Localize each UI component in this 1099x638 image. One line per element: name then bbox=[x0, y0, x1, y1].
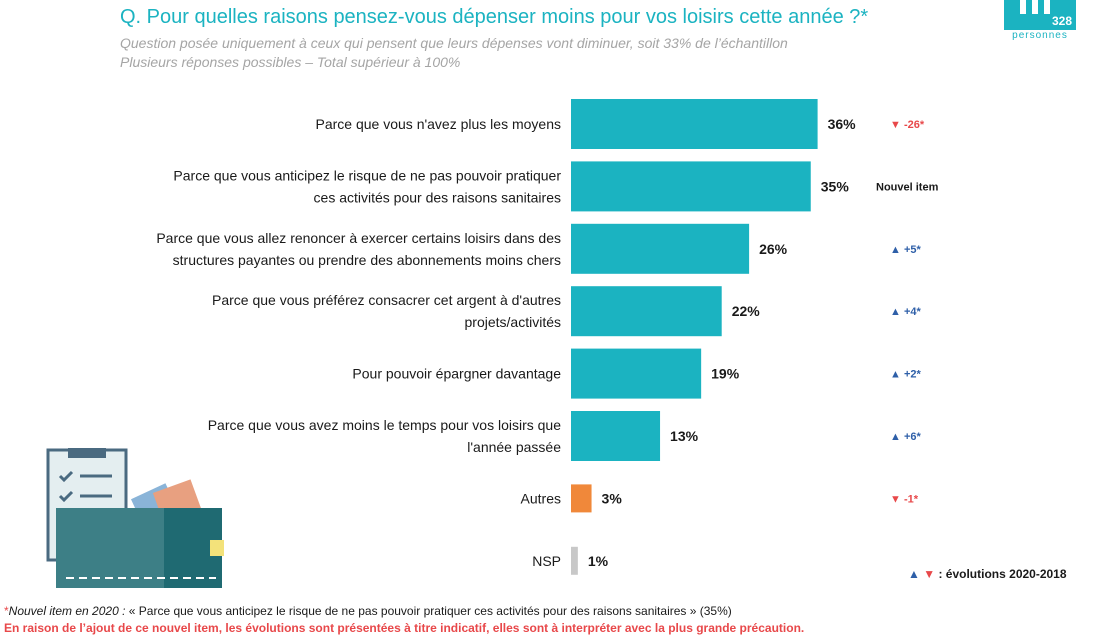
evolution-label: ▲ +4* bbox=[890, 306, 921, 318]
footnote-italic: Nouvel item en 2020 : bbox=[8, 604, 126, 618]
wallet-checklist-illustration bbox=[46, 448, 224, 588]
evolution-label: ▲ +5* bbox=[890, 244, 921, 256]
subtitle-line-1: Question posée uniquement à ceux qui pen… bbox=[120, 35, 788, 51]
footnote-warning: En raison de l’ajout de ce nouvel item, … bbox=[4, 621, 805, 635]
evolution-label: ▲ +6* bbox=[890, 431, 921, 443]
value-label: 13% bbox=[670, 428, 699, 444]
evolution-label: Nouvel item bbox=[876, 181, 939, 193]
badge-label: personnes bbox=[1012, 30, 1068, 41]
value-label: 19% bbox=[711, 366, 740, 382]
value-label: 22% bbox=[732, 303, 761, 319]
category-label: Parce que vous avez moins le temps pour … bbox=[208, 417, 561, 455]
category-label: Autres bbox=[521, 490, 561, 506]
evolution-label: ▼ -1* bbox=[890, 493, 919, 505]
person-icon bbox=[1032, 0, 1038, 14]
chart-subtitle: Question posée uniquement à ceux qui pen… bbox=[120, 34, 788, 72]
evolution-legend: ▲ ▼ : évolutions 2020-2018 bbox=[908, 567, 1067, 581]
category-label: Parce que vous préférez consacrer cet ar… bbox=[212, 292, 561, 330]
badge-count: 328 bbox=[1051, 14, 1072, 28]
bar bbox=[571, 546, 578, 575]
legend-text: : évolutions 2020-2018 bbox=[938, 567, 1067, 581]
value-label: 35% bbox=[821, 178, 850, 194]
evolution-label: ▼ -26* bbox=[890, 119, 925, 131]
badge-box bbox=[1004, 0, 1076, 30]
bar bbox=[571, 411, 661, 461]
value-label: 1% bbox=[588, 553, 609, 569]
category-label: Parce que vous allez renoncer à exercer … bbox=[156, 230, 561, 268]
category-label: NSP bbox=[532, 553, 561, 569]
bar bbox=[571, 348, 702, 399]
footnote-text: « Parce que vous anticipez le risque de … bbox=[125, 604, 732, 618]
bar bbox=[571, 223, 750, 274]
category-label: Parce que vous anticipez le risque de ne… bbox=[173, 167, 561, 205]
footnote-star: * bbox=[4, 604, 9, 618]
evolution-label: ▲ +2* bbox=[890, 369, 921, 381]
value-label: 36% bbox=[828, 116, 857, 132]
bar bbox=[571, 161, 811, 212]
sample-size-badge: 328 personnes bbox=[1000, 0, 1080, 44]
value-label: 26% bbox=[759, 241, 788, 257]
footnote: *Nouvel item en 2020 : « Parce que vous … bbox=[4, 604, 732, 618]
chart-title: Q. Pour quelles raisons pensez-vous dépe… bbox=[120, 6, 869, 28]
person-icon bbox=[1044, 0, 1050, 14]
subtitle-line-2: Plusieurs réponses possibles – Total sup… bbox=[120, 54, 461, 70]
bar bbox=[571, 484, 592, 513]
person-icon bbox=[1020, 0, 1026, 14]
category-label: Pour pouvoir épargner davantage bbox=[352, 366, 561, 382]
category-label: Parce que vous n'avez plus les moyens bbox=[316, 116, 561, 132]
up-arrow-icon: ▲ bbox=[908, 567, 920, 581]
bar-chart: Parce que vous n'avez plus les moyens 36%… bbox=[156, 99, 939, 575]
bar bbox=[571, 99, 818, 149]
value-label: 3% bbox=[602, 490, 623, 506]
bar bbox=[571, 286, 722, 337]
down-arrow-icon: ▼ bbox=[923, 567, 936, 581]
